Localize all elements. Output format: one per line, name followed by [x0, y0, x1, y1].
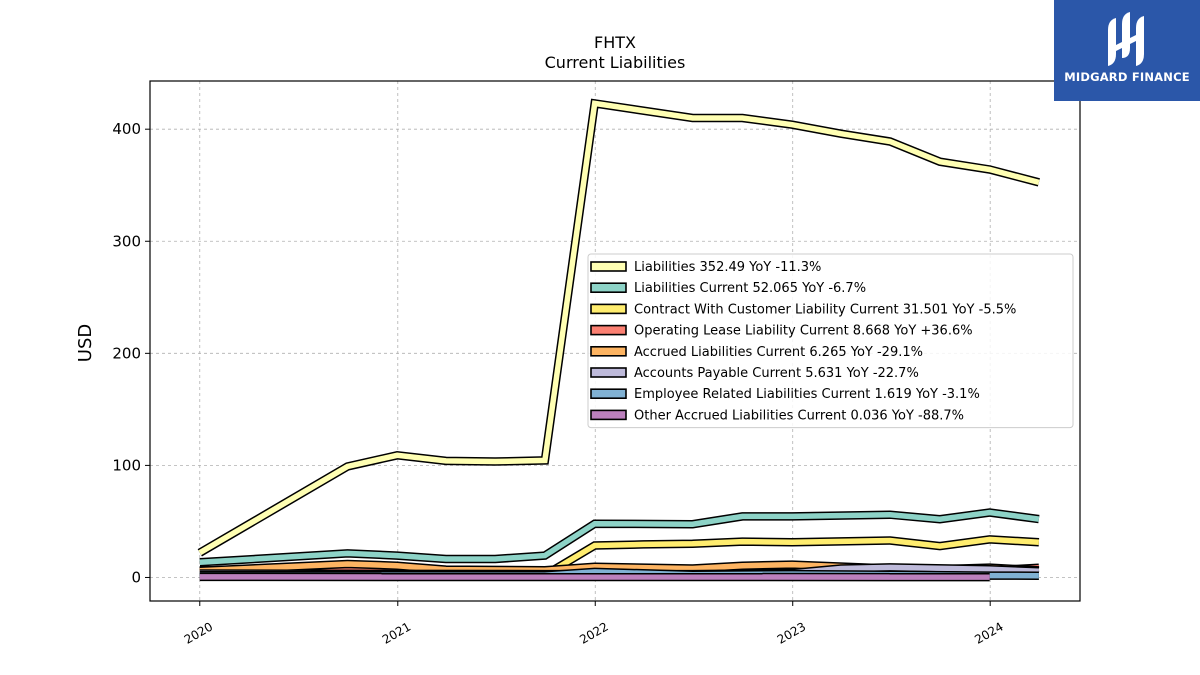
series-stroke: [199, 509, 1040, 566]
legend-label: Liabilities Current 52.065 YoY -6.7%: [634, 281, 866, 296]
x-tick-label: 2020: [182, 619, 215, 646]
legend-swatch: [590, 345, 627, 357]
brand-name: MIDGARD FINANCE: [1064, 70, 1190, 84]
legend-label: Accrued Liabilities Current 6.265 YoY -2…: [634, 345, 923, 360]
legend-item: Liabilities 352.49 YoY -11.3%: [590, 260, 821, 275]
legend-label: Other Accrued Liabilities Current 0.036 …: [634, 408, 964, 423]
y-tick-label: 300: [112, 232, 141, 250]
legend-label: Liabilities 352.49 YoY -11.3%: [634, 260, 821, 275]
legend-swatch: [590, 409, 627, 421]
legend-label: Accounts Payable Current 5.631 YoY -22.7…: [634, 366, 919, 381]
legend-item: Accounts Payable Current 5.631 YoY -22.7…: [590, 366, 919, 381]
legend-swatch: [590, 367, 627, 378]
x-tick-label: 2021: [380, 619, 413, 646]
x-tick-label: 2024: [972, 619, 1005, 646]
legend-swatch: [590, 282, 627, 294]
brand-logo: MIDGARD FINANCE: [1054, 0, 1200, 101]
legend-item: Employee Related Liabilities Current 1.6…: [590, 387, 980, 402]
legend-item: Other Accrued Liabilities Current 0.036 …: [590, 408, 964, 423]
legend-item: Contract With Customer Liability Current…: [590, 302, 1016, 317]
legend-swatch: [590, 388, 627, 400]
y-tick-label: 0: [131, 568, 141, 586]
chart-subtitle: Current Liabilities: [545, 53, 686, 72]
legend-label: Employee Related Liabilities Current 1.6…: [634, 387, 980, 402]
series-line-1: [197, 98, 1040, 557]
legend-label: Contract With Customer Liability Current…: [634, 302, 1016, 317]
y-tick-label: 400: [112, 120, 141, 138]
legend-item: Liabilities Current 52.065 YoY -6.7%: [590, 281, 866, 296]
legend-item: Operating Lease Liability Current 8.668 …: [590, 324, 973, 339]
legend-item: Accrued Liabilities Current 6.265 YoY -2…: [590, 345, 923, 360]
legend-box: [587, 253, 1074, 429]
legend: Liabilities 352.49 YoY -11.3% Liabilities…: [587, 253, 1074, 429]
legend-swatch: [590, 303, 627, 315]
series-layer: [197, 98, 1040, 582]
legend-swatch: [590, 324, 627, 336]
midgard-monogram-icon: [1108, 12, 1144, 66]
series-stroke: [198, 100, 1040, 556]
y-axis-label: USD: [75, 324, 96, 362]
x-tick-label: 2023: [775, 619, 808, 646]
y-tick-label: 100: [112, 456, 141, 474]
plot-frame: [149, 80, 1081, 602]
x-tick-label: 2022: [577, 619, 610, 646]
series-line-2: [199, 508, 1040, 567]
series-stroke: [543, 536, 1040, 578]
y-tick-label: 200: [112, 344, 141, 362]
legend-swatch: [590, 261, 627, 272]
chart-title: FHTX: [594, 33, 636, 52]
legend-label: Operating Lease Liability Current 8.668 …: [634, 324, 973, 339]
series-line-3: [542, 535, 1040, 579]
